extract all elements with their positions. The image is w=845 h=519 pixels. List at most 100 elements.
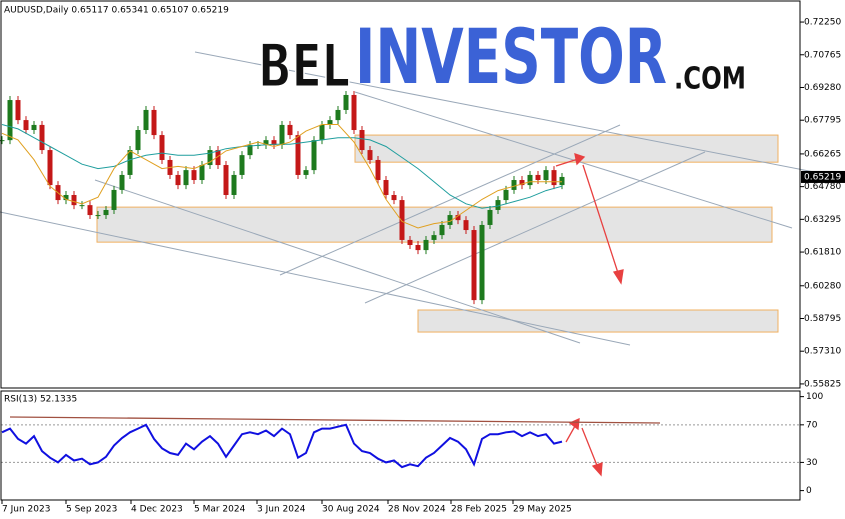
candle xyxy=(399,200,405,240)
candle xyxy=(119,174,125,190)
candle xyxy=(423,239,429,251)
candle xyxy=(511,180,517,190)
y-tick-label: 0 xyxy=(806,486,812,496)
x-tick-label: 4 Dec 2023 xyxy=(131,505,183,515)
candle xyxy=(535,174,541,181)
candle xyxy=(71,195,77,206)
watermark-com: .COM xyxy=(674,62,746,97)
candle xyxy=(47,150,53,186)
x-tick-label: 3 Jun 2024 xyxy=(257,505,306,515)
candle xyxy=(303,170,309,175)
candle xyxy=(559,176,565,186)
y-tick-label: 0.63295 xyxy=(804,215,841,225)
candle xyxy=(191,170,197,181)
candle xyxy=(519,180,525,186)
price-badge xyxy=(801,170,845,183)
x-tick-label: 30 Aug 2024 xyxy=(322,505,380,515)
y-tick-label: 0.58795 xyxy=(804,314,841,324)
candle xyxy=(343,94,349,110)
y-tick-label: 30 xyxy=(806,458,818,468)
candle xyxy=(7,100,13,141)
candle xyxy=(231,174,237,195)
x-tick-label: 7 Jun 2023 xyxy=(2,505,50,515)
candle xyxy=(79,205,85,207)
candle xyxy=(151,109,157,136)
candle xyxy=(0,140,5,142)
candle xyxy=(455,215,461,221)
y-tick-label: 0.55825 xyxy=(804,379,841,389)
candle xyxy=(207,150,213,166)
candle xyxy=(271,140,277,145)
x-tick-label: 5 Mar 2024 xyxy=(194,505,246,515)
candle xyxy=(215,150,221,166)
y-tick-label: 0.57310 xyxy=(804,347,841,357)
y-tick-label: 0.70765 xyxy=(804,50,841,60)
candle xyxy=(359,130,365,151)
candle xyxy=(383,180,389,195)
candle xyxy=(183,170,189,186)
candle xyxy=(551,170,557,186)
candle xyxy=(543,170,549,181)
x-tick-label: 28 Feb 2025 xyxy=(451,505,507,515)
candle xyxy=(335,109,341,121)
candle xyxy=(295,135,301,175)
candle xyxy=(103,209,109,216)
candle xyxy=(247,144,253,156)
candle xyxy=(431,235,437,240)
candle xyxy=(31,124,37,131)
candle xyxy=(263,140,269,145)
candle xyxy=(391,195,397,201)
candle xyxy=(447,215,453,225)
header: AUDUSD,Daily 0.65117 0.65341 0.65107 0.6… xyxy=(4,6,229,16)
candle xyxy=(279,124,285,145)
rsi-line xyxy=(1,423,563,469)
y-tick-label: 0.69280 xyxy=(804,83,841,93)
candle xyxy=(287,124,293,136)
candle xyxy=(175,174,181,186)
candle xyxy=(375,159,381,181)
candle xyxy=(367,150,373,160)
y-tick-label: 70 xyxy=(806,420,818,430)
watermark-bel: BEL xyxy=(258,32,350,102)
candle xyxy=(159,135,165,160)
candle xyxy=(471,230,477,301)
candle xyxy=(223,165,229,195)
moving-average xyxy=(1,124,562,229)
rsi-panel xyxy=(0,390,801,501)
y-tick-label: 100 xyxy=(806,392,823,402)
candle xyxy=(87,205,93,216)
candle xyxy=(415,245,421,251)
candle xyxy=(479,224,485,301)
y-tick-label: 0.67795 xyxy=(804,116,841,126)
x-tick-label: 28 Nov 2024 xyxy=(388,505,446,515)
candle xyxy=(319,124,325,141)
candle xyxy=(239,155,245,175)
y-tick-label: 0.72250 xyxy=(804,18,841,28)
y-tick-label: 0.66265 xyxy=(804,149,841,159)
candle xyxy=(39,124,45,151)
candle xyxy=(199,165,205,181)
rsi-trend-line xyxy=(9,416,661,424)
y-tick-label: 0.64780 xyxy=(804,182,841,192)
candle xyxy=(407,239,413,246)
candle xyxy=(495,200,501,210)
candle xyxy=(63,195,69,201)
candle xyxy=(311,140,317,171)
candle xyxy=(143,109,149,131)
price-badge-label: 0.65219 xyxy=(804,172,841,182)
zone xyxy=(417,309,779,333)
candle xyxy=(327,120,333,125)
candle xyxy=(23,120,29,131)
candle xyxy=(503,189,509,201)
candle xyxy=(487,209,493,225)
candle xyxy=(439,224,445,236)
x-tick-label: 5 Sep 2023 xyxy=(66,505,117,515)
candle xyxy=(15,100,21,121)
candle xyxy=(351,94,357,131)
candle xyxy=(95,215,101,217)
candle xyxy=(111,189,117,210)
watermark-investor: INVESTOR xyxy=(355,12,667,101)
candle xyxy=(527,174,533,186)
